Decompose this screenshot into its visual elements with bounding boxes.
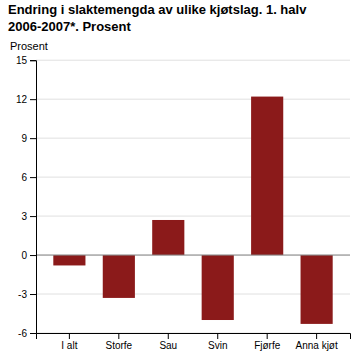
y-tick-mark xyxy=(30,255,36,256)
x-tick: I alt xyxy=(61,333,77,351)
x-tick-mark xyxy=(69,333,70,339)
bar xyxy=(103,255,135,298)
y-tick-label: -6 xyxy=(18,328,27,339)
x-tick-label: Svin xyxy=(208,340,227,351)
bar xyxy=(152,220,184,255)
y-tick-label: 15 xyxy=(16,55,28,66)
y-axis-line xyxy=(30,61,37,334)
bar xyxy=(301,255,333,324)
y-tick-mark xyxy=(30,294,36,295)
plot: -6 -3 0 3 6 9 12 15 I alt Storfe Sau Svin Fjørfe Anna… xyxy=(16,55,351,351)
y-axis: -6 -3 0 3 6 9 12 15 xyxy=(16,55,37,339)
y-tick-mark xyxy=(30,177,36,178)
y-tick-label: 12 xyxy=(16,94,28,105)
x-tick: Svin xyxy=(208,333,227,351)
title-line: Endring i slaktemengda av ulike kjøtslag… xyxy=(8,2,307,17)
grid-line xyxy=(36,138,350,139)
x-tick-label: Storfe xyxy=(105,340,132,351)
x-tick-label: Sau xyxy=(159,340,177,351)
y-tick: -6 xyxy=(18,328,36,339)
title: Endring i slaktemengda av ulike kjøtslag… xyxy=(8,2,307,34)
title-line: 2006-2007*. Prosent xyxy=(8,19,132,34)
y-tick-mark xyxy=(30,99,36,100)
y-tick: 9 xyxy=(21,133,36,144)
y-tick: 6 xyxy=(21,172,36,183)
y-tick-mark xyxy=(30,216,36,217)
x-tick-mark xyxy=(118,333,119,339)
y-tick: -3 xyxy=(18,289,36,300)
y-tick-mark xyxy=(30,60,36,61)
x-tick: Fjørfe xyxy=(254,333,281,351)
x-axis: I alt Storfe Sau Svin Fjørfe Anna kjøt xyxy=(37,333,351,351)
y-axis-label: Prosent xyxy=(10,40,48,52)
x-tick-mark xyxy=(267,333,268,339)
zero-line xyxy=(36,255,350,256)
y-tick-label: 3 xyxy=(21,211,27,222)
grid-line xyxy=(36,255,350,256)
grid-line xyxy=(36,99,350,100)
grid-line xyxy=(36,60,350,61)
x-tick: Sau xyxy=(159,333,177,351)
bar xyxy=(53,255,85,265)
y-tick-label: -3 xyxy=(18,289,27,300)
y-tick-label: 6 xyxy=(21,172,27,183)
y-tick-mark xyxy=(30,333,36,334)
y-tick: 12 xyxy=(16,94,36,105)
grid-line xyxy=(36,216,350,217)
y-tick-label: 9 xyxy=(21,133,27,144)
x-tick-mark xyxy=(316,333,317,339)
x-tick-label: Anna kjøt xyxy=(295,340,337,351)
x-axis-line xyxy=(37,334,351,340)
y-tick-label: 0 xyxy=(21,250,27,261)
chart: Endring i slaktemengda av ulike kjøtslag… xyxy=(0,0,362,363)
y-tick: 15 xyxy=(16,55,36,66)
y-tick: 3 xyxy=(21,211,36,222)
x-tick: Storfe xyxy=(105,333,132,351)
x-tick-mark xyxy=(217,333,218,339)
y-tick-mark xyxy=(30,138,36,139)
bar xyxy=(202,255,234,320)
bars xyxy=(53,97,332,324)
bar xyxy=(251,97,283,255)
x-tick: Anna kjøt xyxy=(295,333,337,351)
grid xyxy=(36,60,350,333)
y-tick: 0 xyxy=(21,250,36,261)
x-tick-label: Fjørfe xyxy=(254,340,281,351)
grid-line xyxy=(36,177,350,178)
x-tick-mark xyxy=(168,333,169,339)
x-tick-label: I alt xyxy=(61,340,77,351)
